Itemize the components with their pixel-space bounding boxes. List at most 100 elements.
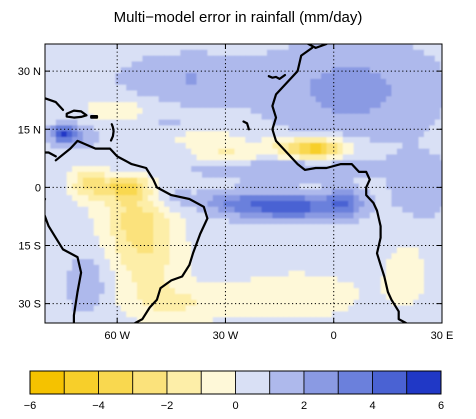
field-cell [131,276,138,283]
field-cell [45,61,52,68]
field-cell [407,317,414,323]
field-cell [126,177,133,185]
field-cell [402,264,409,272]
field-cell [229,317,236,323]
field-cell [55,171,62,179]
field-cell [82,195,89,202]
field-cell [440,212,442,219]
field-cell [45,90,52,97]
field-cell [358,73,365,80]
field-cell [256,44,263,51]
field-cell [375,78,382,86]
field-cell [185,96,192,103]
field-cell [315,107,322,115]
field-cell [283,212,290,219]
field-cell [250,270,257,278]
field-cell [326,67,333,74]
field-cell [234,282,241,289]
field-cell [137,61,144,68]
field-cell [174,241,181,249]
field-cell [55,137,62,144]
field-cell [153,282,160,289]
field-cell [266,119,273,126]
field-cell [82,148,89,156]
field-cell [250,276,257,283]
field-cell [386,305,393,312]
field-cell [315,299,322,307]
field-cell [261,317,268,323]
field-cell [245,113,252,121]
field-cell [418,154,425,161]
field-cell [120,241,127,249]
field-cell [326,171,333,179]
field-cell [66,154,73,161]
field-cell [358,235,365,243]
field-cell [218,49,225,57]
field-cell [413,84,420,92]
field-cell [364,276,371,283]
field-cell [45,224,52,231]
field-cell [120,247,127,254]
field-cell [109,317,116,323]
field-cell [283,73,290,80]
field-cell [250,61,257,68]
field-cell [326,148,333,156]
field-cell [294,299,301,307]
field-cell [272,160,279,167]
field-cell [380,119,387,126]
field-cell [364,55,371,63]
field-cell [142,241,149,249]
field-cell [440,259,442,266]
field-cell [402,177,409,185]
field-cell [364,200,371,208]
field-cell [196,125,203,132]
field-cell [434,67,441,74]
field-cell [348,253,355,260]
field-cell [126,73,133,80]
field-cell [250,311,257,318]
field-cell [250,282,257,289]
field-cell [234,171,241,179]
field-cell [266,218,273,225]
field-cell [131,264,138,272]
field-cell [77,177,84,185]
field-cell [440,171,442,179]
field-cell [331,259,338,266]
field-cell [294,230,301,237]
field-cell [294,102,301,109]
field-cell [256,311,263,318]
field-cell [304,259,311,266]
field-cell [342,125,349,132]
field-cell [407,259,414,266]
field-cell [115,90,122,97]
field-cell [126,154,133,161]
field-cell [82,253,89,260]
field-cell [304,90,311,97]
field-cell [50,96,57,103]
field-cell [223,67,230,74]
field-cell [364,73,371,80]
field-cell [191,282,198,289]
field-cell [169,241,176,249]
field-cell [250,259,257,266]
field-cell [315,67,322,74]
field-cell [137,299,144,307]
field-cell [77,311,84,318]
field-cell [93,293,100,301]
field-cell [304,288,311,295]
field-cell [310,90,317,97]
field-cell [304,206,311,214]
field-cell [310,259,317,266]
field-cell [299,113,306,121]
field-cell [396,288,403,295]
field-cell [434,148,441,156]
field-cell [45,195,52,202]
field-cell [45,288,52,295]
field-cell [266,125,273,132]
field-cell [364,125,371,132]
field-cell [245,67,252,74]
field-cell [61,282,68,289]
field-cell [386,84,393,92]
field-cell [250,206,257,214]
